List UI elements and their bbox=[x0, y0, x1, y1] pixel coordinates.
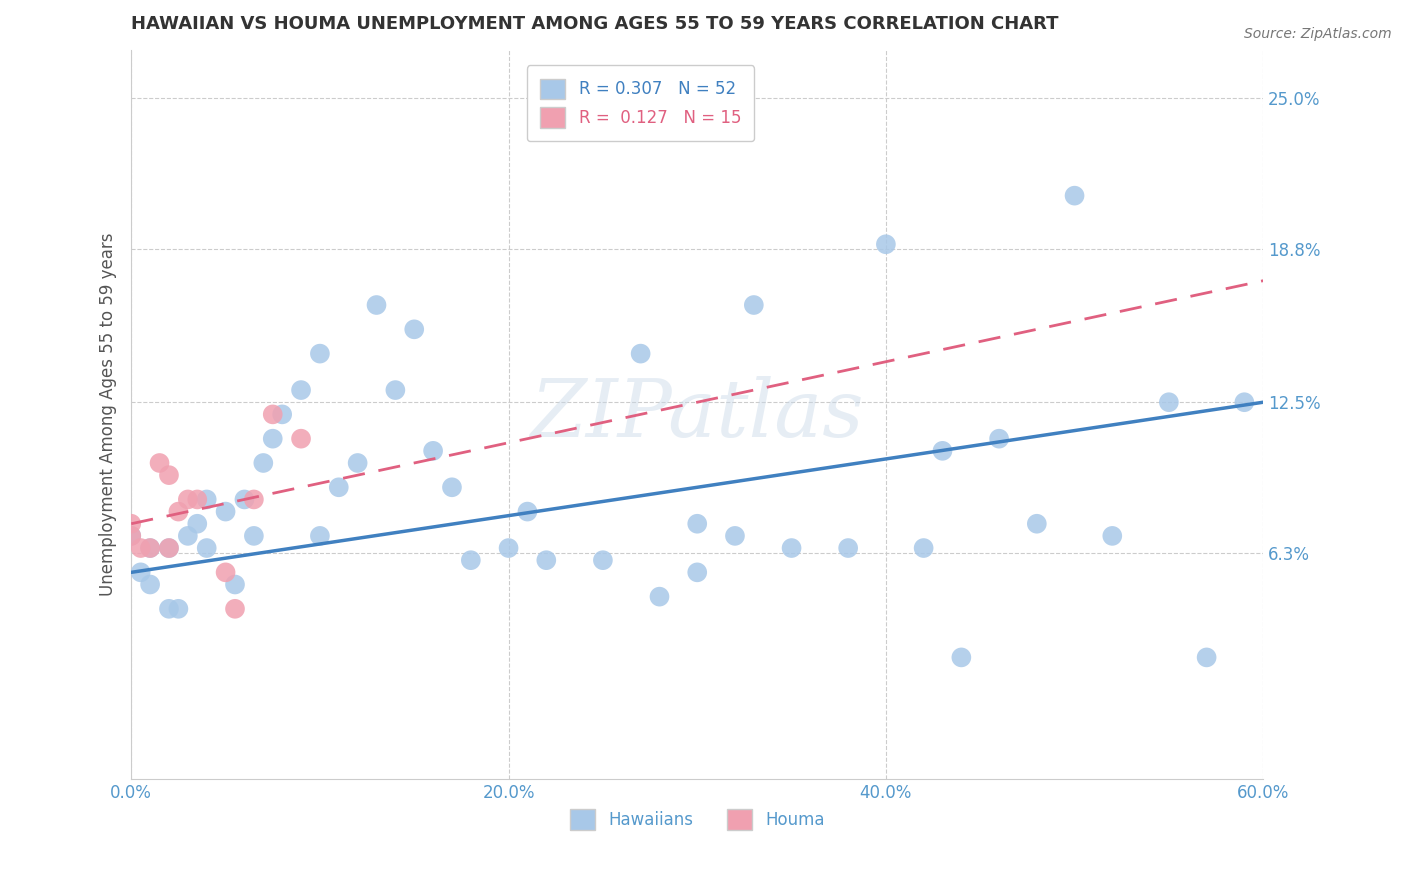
Point bbox=[120, 529, 142, 543]
Point bbox=[139, 541, 162, 555]
Point bbox=[195, 492, 218, 507]
Point bbox=[1025, 516, 1047, 531]
Point bbox=[686, 516, 709, 531]
Point bbox=[157, 541, 180, 555]
Point bbox=[186, 516, 208, 531]
Point bbox=[1101, 529, 1123, 543]
Y-axis label: Unemployment Among Ages 55 to 59 years: Unemployment Among Ages 55 to 59 years bbox=[100, 233, 117, 596]
Point bbox=[177, 529, 200, 543]
Point bbox=[167, 602, 190, 616]
Point bbox=[252, 456, 274, 470]
Point bbox=[1063, 188, 1085, 202]
Point bbox=[290, 383, 312, 397]
Point bbox=[224, 602, 246, 616]
Point bbox=[366, 298, 388, 312]
Text: Source: ZipAtlas.com: Source: ZipAtlas.com bbox=[1244, 27, 1392, 41]
Point bbox=[129, 541, 152, 555]
Point bbox=[271, 408, 294, 422]
Point bbox=[630, 346, 652, 360]
Point bbox=[837, 541, 859, 555]
Point bbox=[536, 553, 558, 567]
Point bbox=[875, 237, 897, 252]
Point bbox=[912, 541, 935, 555]
Text: HAWAIIAN VS HOUMA UNEMPLOYMENT AMONG AGES 55 TO 59 YEARS CORRELATION CHART: HAWAIIAN VS HOUMA UNEMPLOYMENT AMONG AGE… bbox=[131, 15, 1059, 33]
Point bbox=[346, 456, 368, 470]
Point bbox=[384, 383, 406, 397]
Point bbox=[148, 456, 170, 470]
Point bbox=[139, 541, 162, 555]
Point bbox=[309, 346, 332, 360]
Point bbox=[498, 541, 520, 555]
Point bbox=[129, 566, 152, 580]
Point bbox=[988, 432, 1011, 446]
Point bbox=[404, 322, 426, 336]
Point bbox=[139, 577, 162, 591]
Point bbox=[120, 529, 142, 543]
Point bbox=[592, 553, 614, 567]
Point bbox=[157, 541, 180, 555]
Point bbox=[686, 566, 709, 580]
Legend: Hawaiians, Houma: Hawaiians, Houma bbox=[564, 803, 831, 836]
Point bbox=[157, 602, 180, 616]
Point bbox=[186, 492, 208, 507]
Text: ZIPatlas: ZIPatlas bbox=[530, 376, 863, 453]
Point bbox=[290, 432, 312, 446]
Point bbox=[931, 443, 953, 458]
Point bbox=[157, 468, 180, 483]
Point bbox=[328, 480, 350, 494]
Point bbox=[214, 505, 236, 519]
Point bbox=[422, 443, 444, 458]
Point bbox=[167, 505, 190, 519]
Point bbox=[224, 577, 246, 591]
Point bbox=[950, 650, 973, 665]
Point bbox=[262, 408, 284, 422]
Point bbox=[516, 505, 538, 519]
Point bbox=[214, 566, 236, 580]
Point bbox=[233, 492, 256, 507]
Point bbox=[243, 492, 266, 507]
Point bbox=[1233, 395, 1256, 409]
Point bbox=[724, 529, 747, 543]
Point bbox=[195, 541, 218, 555]
Point bbox=[309, 529, 332, 543]
Point bbox=[460, 553, 482, 567]
Point bbox=[440, 480, 463, 494]
Point bbox=[1157, 395, 1180, 409]
Point bbox=[1195, 650, 1218, 665]
Point bbox=[262, 432, 284, 446]
Point bbox=[120, 516, 142, 531]
Point bbox=[742, 298, 765, 312]
Point bbox=[648, 590, 671, 604]
Point bbox=[177, 492, 200, 507]
Point bbox=[243, 529, 266, 543]
Point bbox=[780, 541, 803, 555]
